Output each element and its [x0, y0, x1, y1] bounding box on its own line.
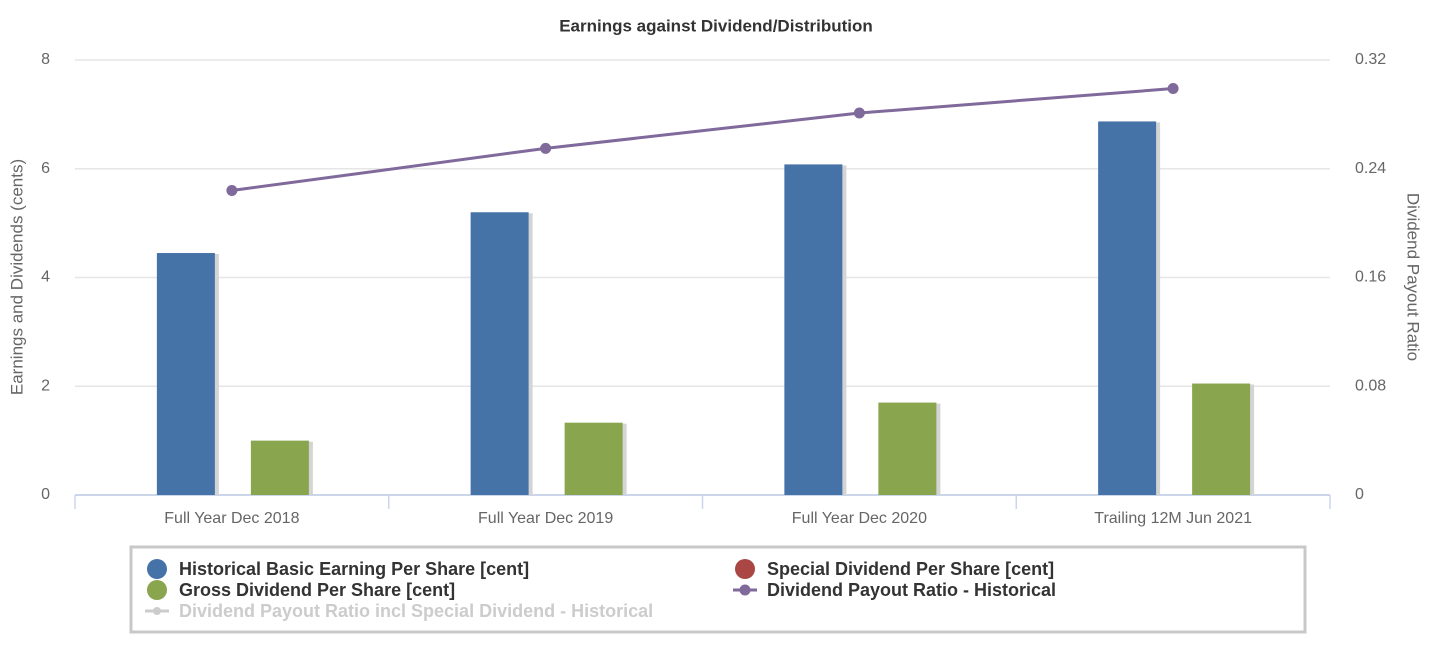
legend-marker — [735, 559, 755, 579]
bar — [1098, 121, 1157, 495]
x-tick-label: Full Year Dec 2020 — [792, 510, 927, 527]
x-tick-label: Full Year Dec 2018 — [164, 510, 299, 527]
legend-box — [129, 545, 1307, 634]
bar — [784, 164, 843, 495]
y2-tick-label: 0.24 — [1355, 160, 1386, 177]
legend-marker — [739, 584, 751, 596]
bar — [156, 253, 215, 495]
y-tick-label: 8 — [41, 51, 50, 68]
bar — [1192, 383, 1251, 495]
legend-label: Historical Basic Earning Per Share [cent… — [179, 559, 529, 579]
legend-label: Dividend Payout Ratio incl Special Divid… — [179, 601, 653, 621]
y2-axis-label: Dividend Payout Ratio — [1404, 193, 1423, 361]
line-point — [226, 185, 238, 196]
legend-label: Special Dividend Per Share [cent] — [767, 559, 1054, 579]
y-tick-label: 6 — [41, 160, 50, 177]
line-point — [1167, 83, 1179, 95]
y2-tick-label: 0 — [1355, 486, 1364, 503]
x-tick-label: Trailing 12M Jun 2021 — [1094, 510, 1252, 527]
y-tick-label: 4 — [41, 269, 50, 286]
legend-marker — [147, 580, 167, 600]
y2-tick-label: 0.08 — [1355, 377, 1386, 394]
bar — [878, 402, 937, 495]
line-point — [540, 142, 552, 154]
legend-marker — [147, 559, 167, 579]
legend-label: Gross Dividend Per Share [cent] — [179, 580, 455, 600]
legend-label: Dividend Payout Ratio - Historical — [767, 580, 1056, 600]
y2-tick-label: 0.32 — [1355, 51, 1386, 68]
y2-tick-label: 0.16 — [1355, 269, 1386, 286]
bar — [470, 212, 529, 495]
line — [231, 87, 1174, 192]
legend-marker — [153, 607, 161, 615]
bar — [250, 440, 309, 495]
y-tick-label: 2 — [41, 377, 50, 394]
y-tick-label: 0 — [41, 486, 50, 503]
line-point — [853, 107, 865, 119]
bar — [564, 422, 623, 495]
chart-title: Earnings against Dividend/Distribution — [559, 16, 873, 35]
x-tick-label: Full Year Dec 2019 — [478, 510, 613, 527]
y-axis-label: Earnings and Dividends (cents) — [7, 159, 26, 395]
